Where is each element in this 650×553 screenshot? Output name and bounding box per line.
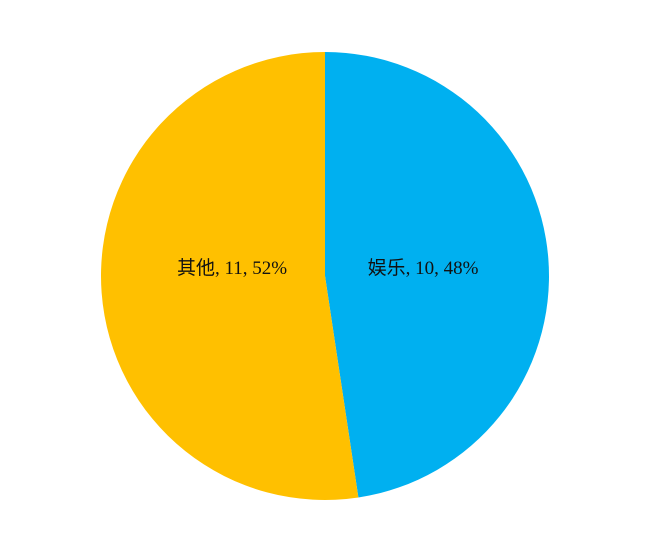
pie-slice-1 <box>100 52 359 500</box>
data-label-1: 其他, 11, 52% <box>177 257 287 279</box>
pie-slice-0 <box>325 52 550 498</box>
data-label-0: 娱乐, 10, 48% <box>368 257 479 279</box>
